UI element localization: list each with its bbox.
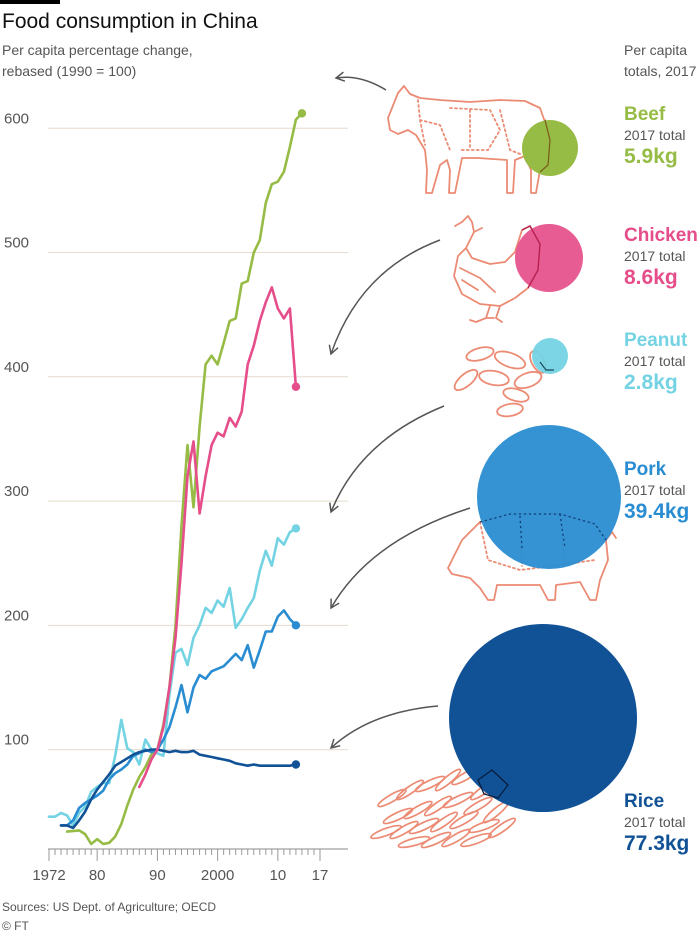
- peanut-total-caption: 2017 total: [624, 353, 686, 369]
- subtitle-line-2: rebased (1990 = 100): [2, 63, 137, 79]
- annotation-arrows: [328, 71, 471, 750]
- rice-grain: [442, 791, 474, 809]
- chicken-total-item: Chicken 2017 total 8.6kg: [624, 224, 698, 290]
- y-tick-label-200: 200: [4, 607, 29, 624]
- x-tick-label-80: 80: [89, 867, 106, 884]
- chicken-end-point: [291, 382, 301, 391]
- x-axis: 1972 80 90 2000 10 17: [32, 848, 348, 884]
- pig-outline-overlay: [479, 513, 607, 549]
- beef-total-caption: 2017 total: [624, 127, 686, 143]
- pork-label: Pork: [624, 459, 667, 480]
- chicken-icon: [453, 215, 541, 323]
- rice-grain: [395, 779, 425, 801]
- chart-subtitle: Per capita percentage change, rebased (1…: [2, 40, 302, 82]
- y-tick-label-100: 100: [4, 732, 29, 749]
- rice-total-item: Rice 2017 total 77.3kg: [624, 790, 689, 856]
- brand-top-bar: [0, 0, 60, 4]
- chicken-arrow: [328, 239, 441, 356]
- rice-grain: [403, 800, 433, 820]
- rice-grain: [420, 831, 452, 849]
- y-tick-label-500: 500: [4, 235, 29, 252]
- y-tick-label-400: 400: [4, 359, 29, 376]
- beef-total-value: 5.9kg: [624, 145, 678, 168]
- x-tick-label-2000: 2000: [201, 867, 234, 884]
- pork-total-item: Pork 2017 total 39.4kg: [624, 458, 689, 524]
- pork-arrow: [330, 507, 471, 610]
- totals-header-line-1: Per capita: [624, 42, 688, 58]
- x-tick-label-10: 10: [270, 867, 287, 884]
- peanut-label: Peanut: [624, 330, 688, 351]
- chicken-label: Chicken: [624, 225, 698, 246]
- chicken-outline-overlay: [521, 225, 541, 289]
- totals-header-line-2: totals, 2017: [624, 63, 697, 79]
- source-note: Sources: US Dept. of Agriculture; OECD ©…: [2, 898, 216, 936]
- x-tick-label-90: 90: [149, 867, 166, 884]
- pork-total-bubble: [477, 425, 621, 569]
- rice-grain: [414, 775, 446, 793]
- peanut-line: [47, 527, 298, 827]
- rice-total-bubble: [449, 624, 637, 812]
- series-lines: [47, 109, 307, 846]
- rice-icon: [370, 766, 517, 849]
- y-tick-label-300: 300: [4, 483, 29, 500]
- beef-total-bubble: [522, 120, 578, 176]
- peanut-end-point: [291, 524, 301, 533]
- x-tick-label-17: 17: [312, 867, 329, 884]
- beef-arrow: [334, 71, 387, 91]
- beef-line: [65, 112, 304, 846]
- peanut-outline-overlay: [539, 361, 554, 371]
- rice-grain: [408, 817, 440, 835]
- chicken-total-value: 8.6kg: [624, 266, 678, 289]
- rice-grain: [389, 820, 419, 840]
- rice-grain: [434, 768, 462, 792]
- rice-total-value: 77.3kg: [624, 832, 690, 855]
- rice-outline-overlay: [477, 769, 509, 799]
- peanut-total-bubble: [532, 338, 568, 374]
- chicken-total-caption: 2017 total: [624, 248, 686, 264]
- cow-outline-overlay: [539, 119, 551, 173]
- pork-total-value: 39.4kg: [624, 500, 690, 523]
- peanut-total-value: 2.8kg: [624, 371, 678, 394]
- rice-grain: [423, 795, 453, 817]
- chart-title: Food consumption in China: [2, 10, 258, 33]
- source-text: Sources: US Dept. of Agriculture; OECD: [2, 900, 217, 914]
- pork-end-point: [291, 621, 301, 630]
- chicken-total-bubble: [515, 224, 583, 292]
- peanut-icon: [453, 346, 547, 418]
- beef-label: Beef: [624, 104, 666, 125]
- rice-grain: [460, 832, 492, 848]
- pork-line: [59, 609, 298, 827]
- rice-grain: [377, 788, 407, 808]
- rice-grain: [397, 835, 431, 849]
- rice-grain: [463, 796, 493, 816]
- pork-total-caption: 2017 total: [624, 482, 686, 498]
- y-axis: 100 200 300 400 500 600: [4, 110, 29, 748]
- rice-grain: [441, 828, 471, 848]
- rice-grain: [449, 810, 479, 830]
- copyright-text: © FT: [2, 919, 29, 933]
- y-tick-label-600: 600: [4, 110, 29, 127]
- rice-grain: [370, 824, 402, 840]
- rice-end-point: [291, 760, 301, 769]
- rice-line: [59, 748, 298, 830]
- subtitle-line-1: Per capita percentage change,: [2, 42, 193, 58]
- rice-grain: [429, 811, 459, 833]
- totals-header: Per capita totals, 2017: [624, 40, 700, 82]
- x-tick-label-1972: 1972: [32, 867, 65, 884]
- peanut-total-item: Peanut 2017 total 2.8kg: [624, 329, 687, 395]
- chicken-line: [138, 286, 298, 789]
- beef-total-item: Beef 2017 total 5.9kg: [624, 103, 686, 169]
- rice-arrow: [329, 705, 439, 750]
- rice-label: Rice: [624, 791, 665, 812]
- beef-end-point: [297, 109, 307, 118]
- peanut-arrow: [329, 405, 445, 514]
- rice-total-caption: 2017 total: [624, 814, 686, 830]
